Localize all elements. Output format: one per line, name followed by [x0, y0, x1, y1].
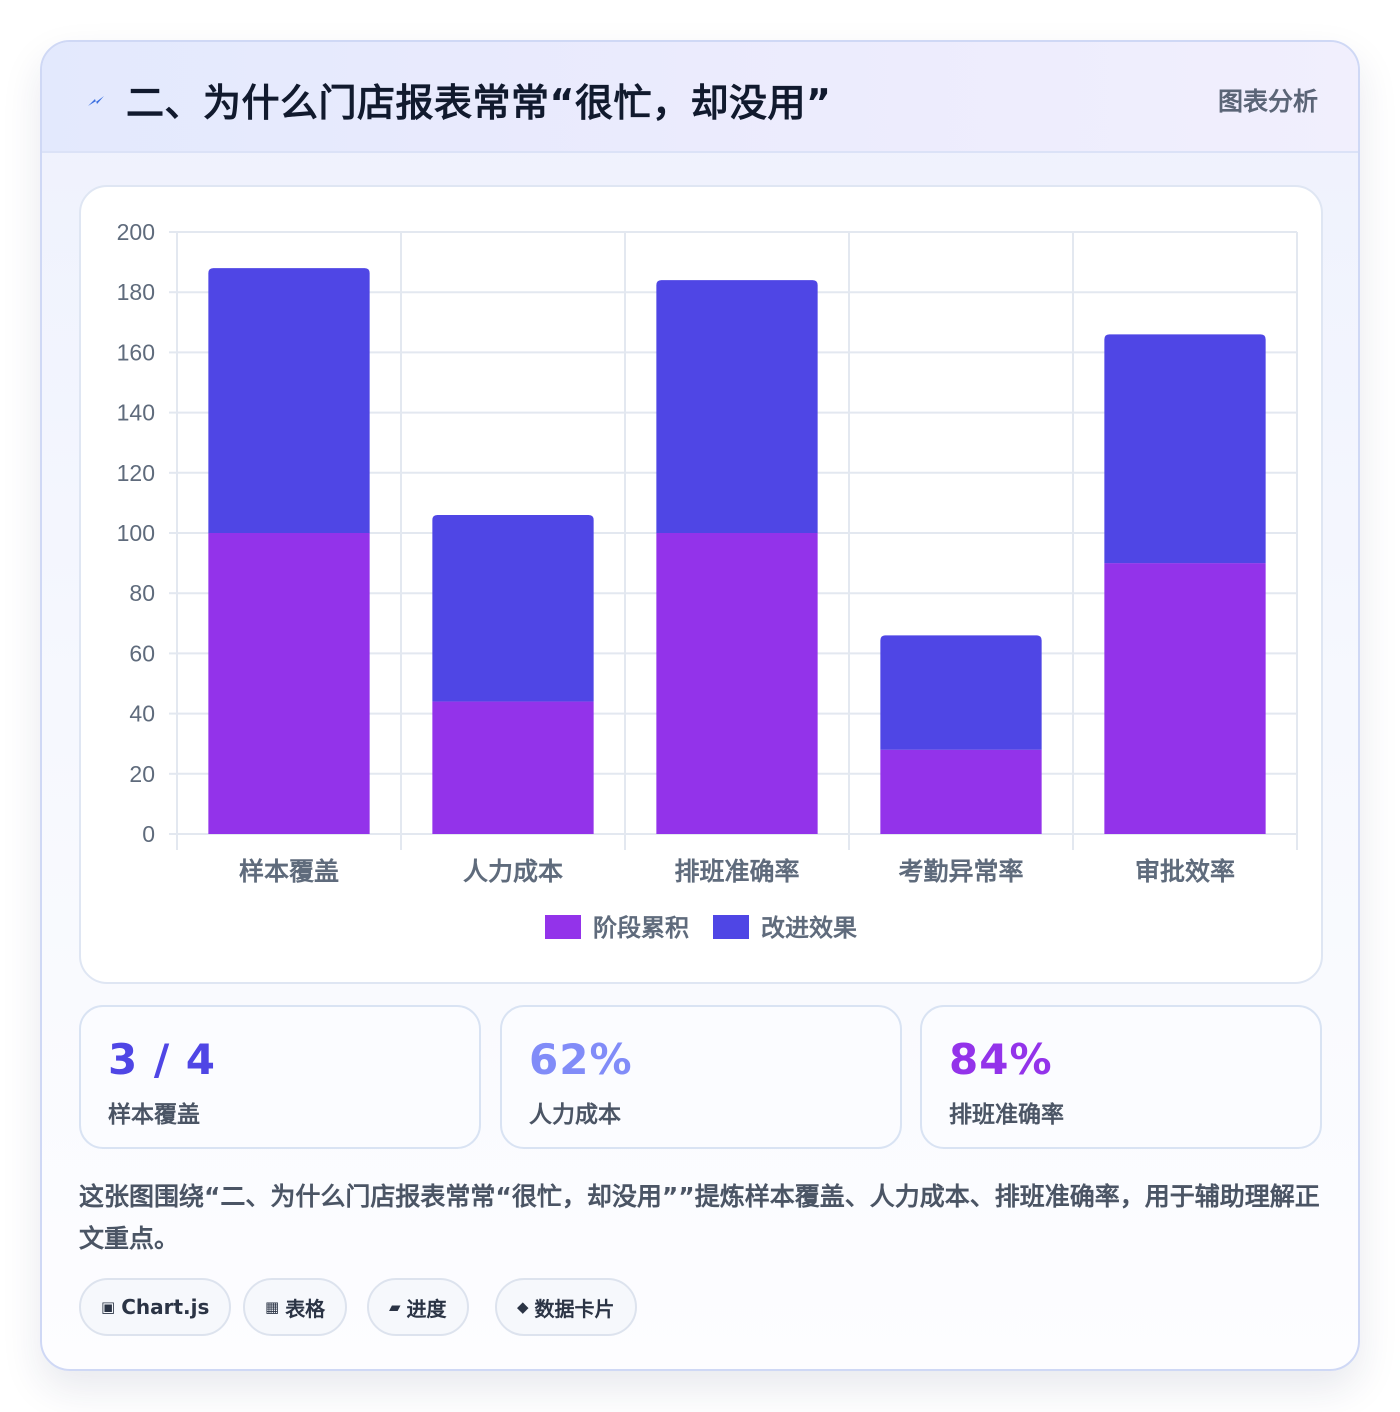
bar-segment	[656, 533, 817, 834]
y-tick-label: 40	[129, 701, 155, 727]
bar-segment	[656, 280, 817, 533]
section-tag: 图表分析	[1218, 82, 1318, 118]
bar-segment	[208, 268, 369, 533]
chip-label: Chart.js	[121, 1295, 209, 1319]
bar-segment	[432, 515, 593, 702]
legend-label: 阶段累积	[593, 914, 689, 942]
stat-card-1: 62% 人力成本	[500, 1005, 902, 1149]
stat-value: 84%	[949, 1035, 1053, 1084]
stat-card-0: 3 / 4 样本覆盖	[79, 1005, 481, 1149]
chip-label: 数据卡片	[535, 1293, 615, 1322]
y-tick-label: 200	[117, 219, 155, 245]
x-tick-label: 样本覆盖	[239, 857, 339, 886]
stat-value: 3 / 4	[108, 1035, 216, 1084]
y-tick-label: 100	[117, 520, 155, 546]
chip-chartjs[interactable]: ▣ Chart.js	[79, 1278, 231, 1336]
chip-label: 表格	[285, 1293, 325, 1322]
bar-segment	[880, 750, 1041, 834]
legend-swatch	[713, 915, 749, 939]
y-tick-label: 60	[129, 640, 155, 666]
legend-label: 改进效果	[761, 914, 857, 942]
bolt-icon	[86, 94, 106, 108]
x-tick-label: 考勤异常率	[898, 857, 1023, 886]
chart-description: 这张图围绕“二、为什么门店报表常常“很忙，却没用””提炼样本覆盖、人力成本、排班…	[79, 1176, 1329, 1260]
chip-progress[interactable]: ▰ 进度	[367, 1278, 469, 1336]
chart-icon: ▣	[101, 1298, 115, 1316]
x-tick-label: 审批效率	[1135, 857, 1235, 886]
bar-segment	[1104, 334, 1265, 563]
x-tick-label: 人力成本	[463, 857, 563, 886]
chip-label: 进度	[407, 1293, 447, 1322]
y-tick-label: 140	[117, 400, 155, 426]
x-tick-label: 排班准确率	[674, 857, 799, 886]
stacked-bar-chart: 0 20 40 60 80 100 120 140 160 180 200 样本覆盖 人力成本 排班准确率…	[81, 187, 1325, 986]
chart-card: 二、为什么门店报表常常“很忙，却没用” 图表分析 0 20 40 60 80 100 120…	[40, 40, 1360, 1371]
progress-icon: ▰	[389, 1298, 401, 1316]
stat-card-2: 84% 排班准确率	[920, 1005, 1322, 1149]
y-tick-label: 180	[117, 279, 155, 305]
y-tick-label: 160	[117, 339, 155, 365]
table-icon: ▦	[265, 1298, 279, 1316]
bar-segment	[432, 702, 593, 834]
stat-label: 人力成本	[529, 1095, 621, 1129]
legend-swatch	[545, 915, 581, 939]
bar-segment	[208, 533, 369, 834]
y-tick-label: 120	[117, 460, 155, 486]
chip-data-card[interactable]: ◆ 数据卡片	[495, 1278, 637, 1336]
bar-segment	[1104, 563, 1265, 834]
y-tick-label: 80	[129, 580, 155, 606]
chip-table[interactable]: ▦ 表格	[243, 1278, 347, 1336]
y-tick-label: 20	[129, 761, 155, 787]
card-header: 二、为什么门店报表常常“很忙，却没用” 图表分析	[42, 42, 1358, 153]
stat-label: 排班准确率	[949, 1095, 1064, 1129]
diamond-icon: ◆	[517, 1298, 529, 1316]
stat-value: 62%	[529, 1035, 633, 1084]
chart-panel: 0 20 40 60 80 100 120 140 160 180 200 样本覆盖 人力成本 排班准确率…	[79, 185, 1323, 984]
y-tick-label: 0	[142, 821, 155, 847]
stat-label: 样本覆盖	[108, 1095, 200, 1129]
bar-segment	[880, 635, 1041, 749]
page-title: 二、为什么门店报表常常“很忙，却没用”	[126, 72, 831, 127]
